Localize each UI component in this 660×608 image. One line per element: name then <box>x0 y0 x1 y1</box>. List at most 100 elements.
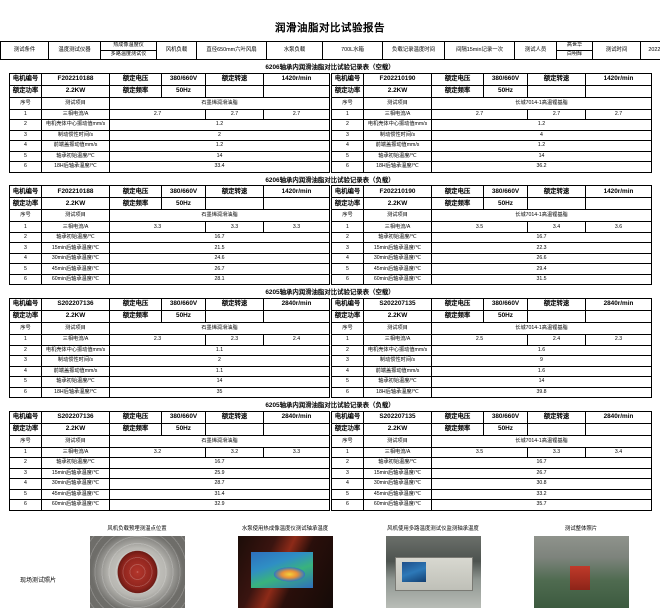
row-value: 1.2 <box>110 120 330 131</box>
row-index: 4 <box>332 141 364 152</box>
grease-header: 长城7014-1高温锂基脂 <box>432 97 652 109</box>
row-index: 5 <box>332 489 364 500</box>
photo-caption: 测试整体照片 <box>565 527 597 533</box>
row-item: 15min后轴承温度/℃ <box>42 243 110 254</box>
row-item: 轴承初始温度/℃ <box>42 232 110 243</box>
voltage-label: 额定电压 <box>432 186 484 198</box>
power-label: 额定功率 <box>10 85 42 97</box>
motor-no-label: 电机编号 <box>332 73 364 85</box>
speed-value: 1420r/min <box>264 73 330 85</box>
motor-no-value: F202210190 <box>364 186 432 198</box>
index-header: 序号 <box>10 210 42 222</box>
photo-cell: 水泵使用热成像温度仪测试轴承温度 <box>215 527 355 608</box>
row-index: 3 <box>332 243 364 254</box>
voltage-value: 380/660V <box>484 73 528 85</box>
grease-header: 石墨烯润滑油脂 <box>110 435 330 447</box>
row-value-phase-c: 2.4 <box>264 335 330 346</box>
row-item: 三相电流/A <box>364 335 432 346</box>
voltage-label: 额定电压 <box>432 411 484 423</box>
speed-value: 2840r/min <box>586 411 652 423</box>
row-item: 前端盖振动值mm/s <box>42 141 110 152</box>
row-value-phase-a: 3.3 <box>110 222 206 233</box>
condition-cell: 700L水箱 <box>323 42 383 60</box>
row-value-phase-a: 2.7 <box>110 109 206 120</box>
row-value: 35 <box>110 387 330 398</box>
row-item: 15min后轴承温度/℃ <box>364 468 432 479</box>
freq-label: 额定频率 <box>110 311 162 323</box>
table-row: 序号测试项目石墨烯润滑油脂序号测试项目长城7014-1高温锂基脂 <box>10 210 652 222</box>
row-value: 14 <box>110 377 330 388</box>
photo-cell: 测试整体照片 <box>511 527 651 608</box>
row-item: 轴承初始温度/℃ <box>42 458 110 469</box>
voltage-value: 380/660V <box>484 411 528 423</box>
row-value: 31.4 <box>110 489 330 500</box>
row-index: 3 <box>10 243 42 254</box>
condition-stack-line: 白明辉 <box>557 51 592 59</box>
empty-cell <box>264 311 330 323</box>
report-page: 润滑油脂对比试验报告 测试条件温度测试仪器热成像温度仪多路温度测试仪风机负载直径… <box>0 20 660 595</box>
grease-header: 石墨烯润滑油脂 <box>110 97 330 109</box>
row-item: 三相电流/A <box>364 447 432 458</box>
row-item: 45min后轴承温度/℃ <box>42 489 110 500</box>
freq-label: 额定频率 <box>432 423 484 435</box>
power-value: 2.2KW <box>364 85 432 97</box>
row-value: 1.6 <box>432 345 652 356</box>
condition-cell: 测试时间 <box>593 42 641 60</box>
freq-label: 额定频率 <box>432 198 484 210</box>
photo-image <box>386 536 481 608</box>
grease-header: 石墨烯润滑油脂 <box>110 210 330 222</box>
photo-caption: 风机负载预埋测温点位置 <box>107 527 166 533</box>
freq-value: 50Hz <box>484 311 528 323</box>
condition-cell: 风机负载 <box>157 42 197 60</box>
row-index: 5 <box>10 489 42 500</box>
freq-label: 额定频率 <box>110 423 162 435</box>
voltage-value: 380/660V <box>162 73 206 85</box>
row-index: 5 <box>10 264 42 275</box>
row-item: 电机壳体中心振动值mm/s <box>42 345 110 356</box>
empty-cell <box>528 198 586 210</box>
freq-label: 额定频率 <box>110 85 162 97</box>
voltage-value: 380/660V <box>484 299 528 311</box>
power-value: 2.2KW <box>42 423 110 435</box>
row-index: 4 <box>10 479 42 490</box>
row-value: 26.7 <box>110 264 330 275</box>
row-item: 制动惯性时间/s <box>364 356 432 367</box>
row-index: 3 <box>332 468 364 479</box>
freq-value: 50Hz <box>162 311 206 323</box>
voltage-label: 额定电压 <box>110 411 162 423</box>
row-value-phase-a: 3.5 <box>432 447 528 458</box>
motor-no-label: 电机编号 <box>10 299 42 311</box>
section-heading: 6205轴承内润滑油脂对比试验记录表（负载） <box>9 402 651 410</box>
row-item: 轴承初始温度/℃ <box>42 151 110 162</box>
row-value: 30.8 <box>432 479 652 490</box>
row-item: 15min后轴承温度/℃ <box>42 468 110 479</box>
row-value: 2 <box>110 130 330 141</box>
speed-label: 额定转速 <box>206 186 264 198</box>
voltage-value: 380/660V <box>162 299 206 311</box>
row-value-phase-b: 2.3 <box>206 335 264 346</box>
freq-label: 额定频率 <box>432 311 484 323</box>
voltage-label: 额定电压 <box>110 186 162 198</box>
empty-cell <box>586 423 652 435</box>
row-value: 35.7 <box>432 500 652 511</box>
row-item: 60min后轴承温度/℃ <box>364 274 432 285</box>
table-row: 序号测试项目石墨烯润滑油脂序号测试项目长城7014-1高温锂基脂 <box>10 323 652 335</box>
row-item: 前端盖振动值mm/s <box>364 141 432 152</box>
row-value: 21.5 <box>110 243 330 254</box>
photo-cell: 风机使用多路温度测试仪监测轴承温度 <box>363 527 503 608</box>
freq-label: 额定频率 <box>110 198 162 210</box>
row-value: 1.2 <box>110 141 330 152</box>
power-label: 额定功率 <box>10 423 42 435</box>
